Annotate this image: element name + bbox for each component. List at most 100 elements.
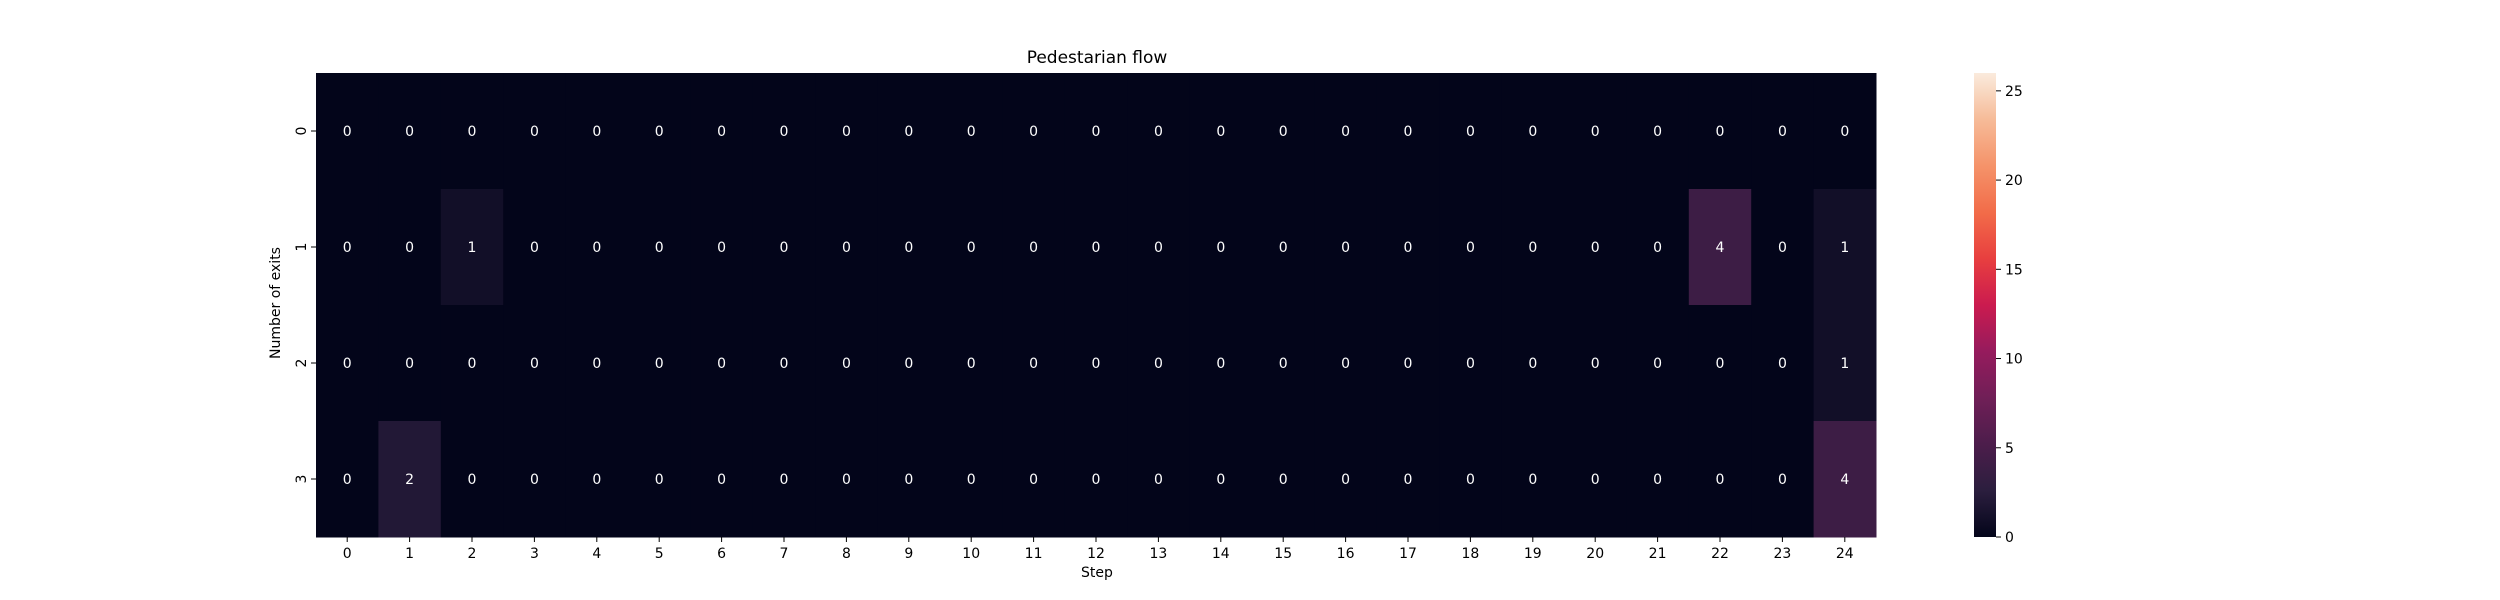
cell-value-label: 0 — [1528, 240, 1537, 256]
heatmap-cell — [1189, 305, 1253, 422]
heatmap-cell — [1688, 73, 1752, 190]
heatmap-cell — [690, 305, 754, 422]
cell-value-label: 0 — [1216, 124, 1225, 140]
heatmap-cell — [565, 189, 629, 306]
heatmap-cell — [752, 305, 816, 422]
cell-value-label: 0 — [343, 356, 352, 372]
heatmap-cell — [1564, 73, 1627, 190]
cell-value-label: 4 — [1840, 472, 1849, 488]
heatmap-cell — [1813, 189, 1877, 306]
cell-value-label: 0 — [468, 356, 477, 372]
y-tick-label: 1 — [294, 243, 310, 252]
y-tick-label: 3 — [294, 475, 310, 484]
x-tick-label: 10 — [962, 546, 980, 562]
colorbar-tick-label: 10 — [2005, 352, 2023, 368]
colorbar-tick-label: 25 — [2005, 84, 2023, 100]
heatmap-cell — [1439, 305, 1503, 422]
heatmap-cell — [877, 73, 941, 190]
heatmap-cell — [1252, 421, 1315, 538]
heatmap-cell — [1439, 189, 1503, 306]
heatmap-cell — [1002, 421, 1066, 538]
heatmap-cell — [1688, 305, 1752, 422]
cell-value-label: 0 — [1092, 472, 1101, 488]
heatmap-cell — [877, 421, 941, 538]
cell-value-label: 0 — [904, 472, 913, 488]
heatmap-cell — [565, 421, 629, 538]
cell-value-label: 0 — [1154, 124, 1163, 140]
heatmap-cell — [1564, 189, 1627, 306]
heatmap-cell — [316, 189, 379, 306]
cell-value-label: 0 — [1279, 240, 1288, 256]
heatmap-cell — [1002, 305, 1066, 422]
cell-value-label: 0 — [655, 124, 664, 140]
cell-value-label: 4 — [1716, 240, 1725, 256]
heatmap-cell — [1314, 305, 1378, 422]
cell-value-label: 0 — [1279, 472, 1288, 488]
cell-value-label: 0 — [1840, 124, 1849, 140]
heatmap-cell — [1751, 421, 1815, 538]
heatmap-cell-labels: 0 0 0 0 0 0 0 0 0 0 0 0 0 0 0 0 0 0 0 0 0 0 0 0 0 0 0 1 0 0 0 0 0 0 0 0 0 0 0 0… — [343, 124, 1850, 488]
heatmap-cell — [1626, 421, 1690, 538]
x-tick-label: 12 — [1087, 546, 1105, 562]
cell-value-label: 0 — [1591, 124, 1600, 140]
x-tick-label: 22 — [1711, 546, 1729, 562]
cell-value-label: 0 — [1404, 472, 1413, 488]
cell-value-label: 0 — [1029, 240, 1038, 256]
heatmap-cell — [877, 189, 941, 306]
cell-value-label: 0 — [842, 472, 851, 488]
cell-value-label: 0 — [967, 124, 976, 140]
heatmap-cell — [752, 421, 816, 538]
cell-value-label: 1 — [468, 240, 477, 256]
cell-value-label: 0 — [655, 356, 664, 372]
heatmap-cell — [1127, 421, 1191, 538]
heatmap-cell — [440, 189, 504, 306]
cell-value-label: 0 — [1653, 356, 1662, 372]
heatmap-cell — [1751, 73, 1815, 190]
cell-value-label: 0 — [655, 240, 664, 256]
heatmap-cell — [690, 73, 754, 190]
cell-value-label: 0 — [1653, 472, 1662, 488]
cell-value-label: 0 — [1029, 124, 1038, 140]
heatmap-cell — [1064, 305, 1128, 422]
cell-value-label: 0 — [967, 240, 976, 256]
heatmap-cell — [565, 73, 629, 190]
cell-value-label: 0 — [1279, 356, 1288, 372]
cell-value-label: 0 — [842, 124, 851, 140]
cell-value-label: 1 — [1840, 356, 1849, 372]
heatmap-cell — [1501, 421, 1565, 538]
cell-value-label: 0 — [405, 356, 414, 372]
cell-value-label: 0 — [1154, 356, 1163, 372]
cell-value-label: 0 — [842, 240, 851, 256]
heatmap-cell — [1314, 73, 1378, 190]
cell-value-label: 0 — [530, 124, 539, 140]
heatmap-cell — [503, 189, 567, 306]
cell-value-label: 0 — [405, 240, 414, 256]
cell-value-label: 0 — [780, 124, 789, 140]
heatmap-cell — [1501, 73, 1565, 190]
heatmap-cell — [628, 73, 691, 190]
heatmap-cell — [1564, 305, 1627, 422]
colorbar — [1974, 73, 1996, 537]
x-tick-label: 4 — [592, 546, 601, 562]
heatmap-cell — [316, 421, 379, 538]
cell-value-label: 0 — [1653, 240, 1662, 256]
x-tick-label: 2 — [468, 546, 477, 562]
cell-value-label: 0 — [1528, 124, 1537, 140]
cell-value-label: 0 — [1466, 472, 1475, 488]
heatmap-cell — [940, 305, 1003, 422]
heatmap-cell — [1813, 421, 1877, 538]
heatmap-cell — [378, 73, 442, 190]
heatmap-cell — [1127, 189, 1191, 306]
heatmap-cell — [1002, 73, 1066, 190]
cell-value-label: 0 — [592, 124, 601, 140]
heatmap-cell — [1376, 73, 1440, 190]
colorbar-tick-label: 0 — [2005, 530, 2014, 546]
x-tick-label: 21 — [1649, 546, 1667, 562]
heatmap-cell — [940, 421, 1003, 538]
cell-value-label: 0 — [717, 356, 726, 372]
heatmap-cell — [628, 305, 691, 422]
heatmap-cell — [1127, 73, 1191, 190]
cell-value-label: 0 — [1528, 472, 1537, 488]
cell-value-label: 0 — [1092, 240, 1101, 256]
